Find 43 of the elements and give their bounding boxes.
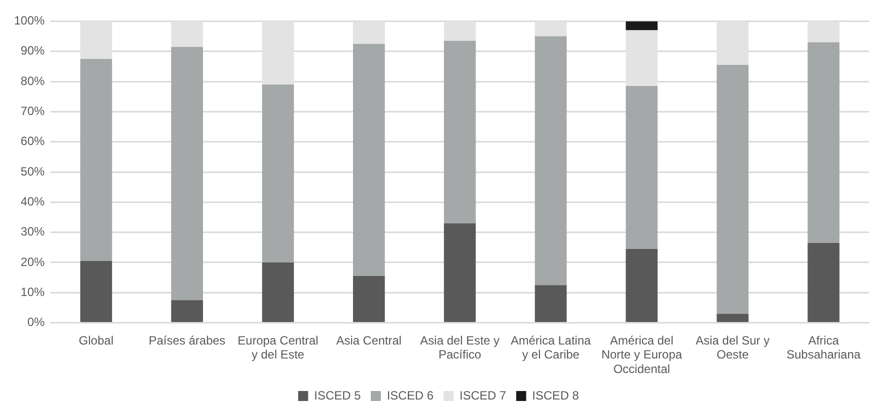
y-tick-label: 30% — [20, 224, 46, 239]
bar — [171, 46, 203, 300]
bar — [444, 40, 476, 224]
y-tick-label: 70% — [20, 104, 46, 118]
x-tick-label: Asia del Sur y Oeste — [696, 333, 770, 362]
y-tick-label: 90% — [20, 44, 46, 58]
x-tick-label: Asia Central — [336, 333, 402, 348]
legend-label: ISCED 7 — [460, 388, 507, 402]
y-tick-label: 20% — [20, 254, 46, 269]
x-tick-label: Asia del Este y Pacífico — [420, 333, 500, 362]
bar — [262, 84, 294, 262]
y-tick-label: 10% — [20, 284, 46, 299]
bar — [716, 314, 749, 322]
y-tick-label: 40% — [20, 194, 46, 208]
bar — [534, 36, 567, 286]
x-tick-label: Africa Subsahariana — [786, 333, 861, 362]
bar — [626, 248, 658, 322]
y-tick-label: 80% — [20, 74, 46, 88]
x-tick-label: Global — [78, 333, 114, 348]
bar — [626, 21, 658, 30]
y-tick-label: 50% — [20, 164, 46, 178]
legend-label: ISCED 6 — [386, 388, 434, 402]
bar — [626, 86, 658, 249]
bar — [808, 242, 840, 322]
legend-label: ISCED 5 — [314, 388, 362, 402]
x-tick-label: Europa Central y del Este — [238, 333, 318, 362]
bar — [80, 260, 112, 322]
bar — [171, 300, 203, 322]
x-tick-label: América Latina y el Caribe — [510, 333, 592, 362]
bar — [716, 64, 749, 314]
legend-label: ISCED 8 — [532, 388, 580, 402]
bar — [262, 262, 294, 322]
y-tick-label: 100% — [14, 14, 46, 28]
bar — [353, 44, 385, 276]
bar — [353, 276, 385, 322]
bar — [80, 58, 112, 261]
y-tick-label: 0% — [27, 315, 46, 330]
y-tick-label: 60% — [20, 134, 46, 148]
bar — [808, 42, 840, 243]
x-tick-label: Países árabes — [148, 333, 226, 348]
x-tick-label: América del Norte y Europa Occidental — [601, 333, 682, 376]
bar — [534, 285, 567, 322]
bar — [444, 223, 476, 322]
